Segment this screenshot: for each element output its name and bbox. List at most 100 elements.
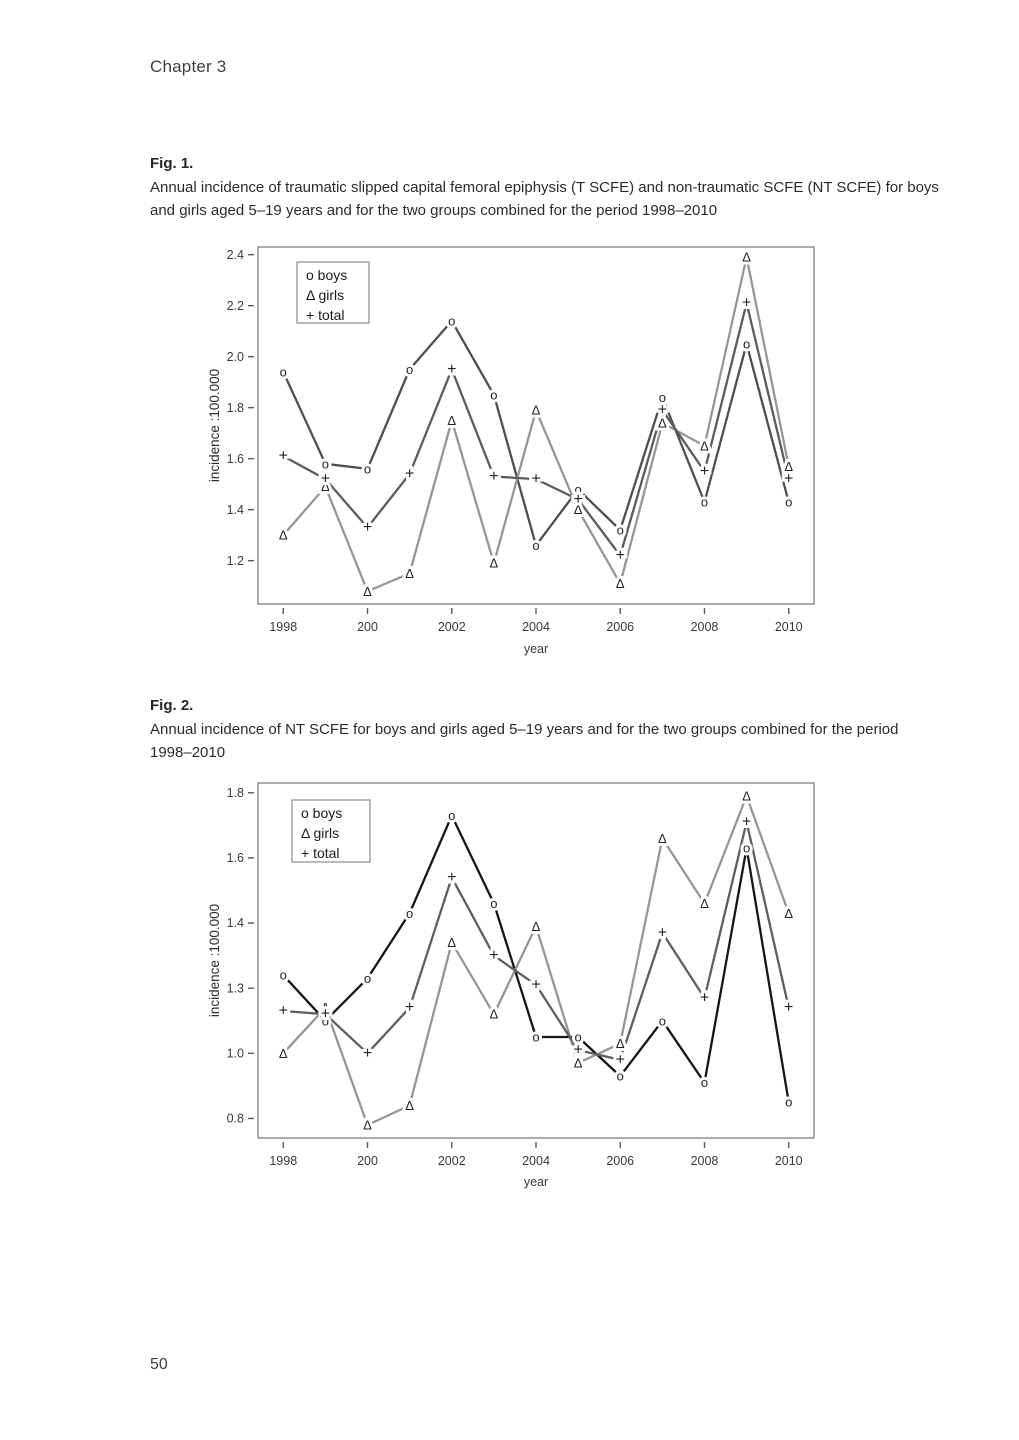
marker-girls: Δ bbox=[742, 250, 751, 265]
y-axis-label: incidence :100.000 bbox=[207, 904, 222, 1017]
y-tick-label: 1.8 bbox=[227, 401, 244, 415]
fig1-caption: Annual incidence of traumatic slipped ca… bbox=[150, 179, 939, 219]
x-tick-label: 2006 bbox=[606, 1154, 634, 1168]
series-line-girls bbox=[282, 794, 790, 1127]
marker-girls: Δ bbox=[490, 556, 499, 571]
marker-boys: o bbox=[280, 968, 287, 983]
y-tick-label: 1.8 bbox=[227, 786, 244, 800]
y-tick-label: 0.8 bbox=[227, 1112, 244, 1126]
marker-total: + bbox=[784, 471, 793, 488]
y-axis-label: incidence :100.000 bbox=[207, 369, 222, 482]
marker-total: + bbox=[573, 491, 582, 508]
marker-total: + bbox=[489, 468, 498, 485]
marker-total: + bbox=[363, 519, 372, 536]
marker-girls: Δ bbox=[405, 1098, 414, 1113]
marker-total: + bbox=[573, 1042, 582, 1059]
marker-total: + bbox=[363, 1045, 372, 1062]
marker-total: + bbox=[447, 361, 456, 378]
marker-boys: o bbox=[406, 906, 413, 921]
marker-girls: Δ bbox=[658, 415, 667, 430]
y-tick-label: 2.4 bbox=[227, 248, 244, 262]
marker-total: + bbox=[700, 463, 709, 480]
marker-girls: Δ bbox=[363, 1117, 372, 1132]
marker-boys: o bbox=[322, 1013, 329, 1028]
marker-girls: Δ bbox=[658, 831, 667, 846]
y-tick-label: 2.0 bbox=[227, 350, 244, 364]
marker-boys: o bbox=[785, 1095, 792, 1110]
fig1-label: Fig. 1. bbox=[150, 155, 194, 172]
marker-girls: Δ bbox=[321, 479, 330, 494]
marker-girls: Δ bbox=[447, 413, 456, 428]
series-line-boys bbox=[282, 319, 790, 547]
series-line-girls bbox=[282, 256, 790, 593]
marker-boys: o bbox=[617, 1069, 624, 1084]
marker-girls: Δ bbox=[363, 584, 372, 599]
x-tick-label: 2008 bbox=[691, 1154, 719, 1168]
marker-girls: Δ bbox=[574, 1056, 583, 1071]
legend-entry: + total bbox=[301, 845, 340, 861]
marker-total: + bbox=[658, 924, 667, 941]
page-number: 50 bbox=[150, 1356, 168, 1373]
y-tick-label: 1.2 bbox=[227, 554, 244, 568]
marker-girls: Δ bbox=[490, 1007, 499, 1022]
marker-boys: o bbox=[532, 538, 539, 553]
y-tick-label: 1.3 bbox=[227, 981, 244, 995]
marker-total: + bbox=[321, 471, 330, 488]
marker-boys: o bbox=[659, 1013, 666, 1028]
marker-girls: Δ bbox=[700, 438, 709, 453]
marker-total: + bbox=[447, 869, 456, 886]
marker-boys: o bbox=[364, 971, 371, 986]
x-tick-label: 2002 bbox=[438, 620, 466, 634]
marker-girls: Δ bbox=[279, 1046, 288, 1061]
series-line-total bbox=[283, 820, 790, 1061]
marker-total: + bbox=[279, 448, 288, 465]
x-tick-label: 1998 bbox=[269, 1154, 297, 1168]
legend-box bbox=[291, 799, 371, 863]
x-tick-label: 2006 bbox=[606, 620, 634, 634]
marker-boys: o bbox=[659, 390, 666, 405]
x-tick-label: 2008 bbox=[691, 620, 719, 634]
y-tick-label: 1.0 bbox=[227, 1047, 244, 1061]
marker-total: + bbox=[489, 947, 498, 964]
marker-boys: o bbox=[617, 523, 624, 538]
legend-box bbox=[296, 261, 370, 324]
marker-boys: o bbox=[575, 482, 582, 497]
marker-boys: o bbox=[532, 1030, 539, 1045]
fig2-chart: 1998 200 2002 2004 2006 2008 2010 0.8 1.0 1.3 1.4 1… bbox=[207, 782, 815, 1189]
marker-girls: Δ bbox=[784, 459, 793, 474]
marker-boys: o bbox=[364, 461, 371, 476]
marker-boys: o bbox=[490, 896, 497, 911]
marker-total: + bbox=[405, 999, 414, 1016]
marker-girls: Δ bbox=[616, 576, 625, 591]
y-tick-label: 1.4 bbox=[227, 503, 244, 517]
x-tick-label: 2010 bbox=[775, 620, 803, 634]
marker-total: + bbox=[742, 814, 751, 831]
marker-total: + bbox=[616, 547, 625, 564]
marker-boys: o bbox=[701, 495, 708, 510]
marker-girls: Δ bbox=[321, 1000, 330, 1015]
y-tick-label: 2.2 bbox=[227, 299, 244, 313]
marker-boys: o bbox=[743, 841, 750, 856]
marker-boys: o bbox=[575, 1030, 582, 1045]
legend-entry: o boys bbox=[301, 805, 342, 821]
x-axis-label: year bbox=[524, 642, 548, 656]
x-tick-label: 2004 bbox=[522, 620, 550, 634]
marker-total: + bbox=[658, 402, 667, 419]
marker-total: + bbox=[531, 471, 540, 488]
marker-girls: Δ bbox=[616, 1036, 625, 1051]
fig2-caption: Annual incidence of NT SCFE for boys and… bbox=[150, 721, 899, 761]
y-tick-label: 1.4 bbox=[227, 916, 244, 930]
y-tick-label: 1.6 bbox=[227, 452, 244, 466]
marker-girls: Δ bbox=[405, 566, 414, 581]
marker-boys: o bbox=[743, 336, 750, 351]
legend-entry: o boys bbox=[306, 267, 347, 283]
legend-entry: Δ girls bbox=[306, 287, 344, 303]
marker-total: + bbox=[742, 295, 751, 312]
marker-girls: Δ bbox=[532, 403, 541, 418]
marker-girls: Δ bbox=[784, 906, 793, 921]
fig2-label: Fig. 2. bbox=[150, 697, 194, 714]
x-axis-label: year bbox=[524, 1175, 548, 1189]
marker-boys: o bbox=[448, 808, 455, 823]
x-tick-label: 2002 bbox=[438, 1154, 466, 1168]
series-line-total bbox=[282, 301, 790, 557]
